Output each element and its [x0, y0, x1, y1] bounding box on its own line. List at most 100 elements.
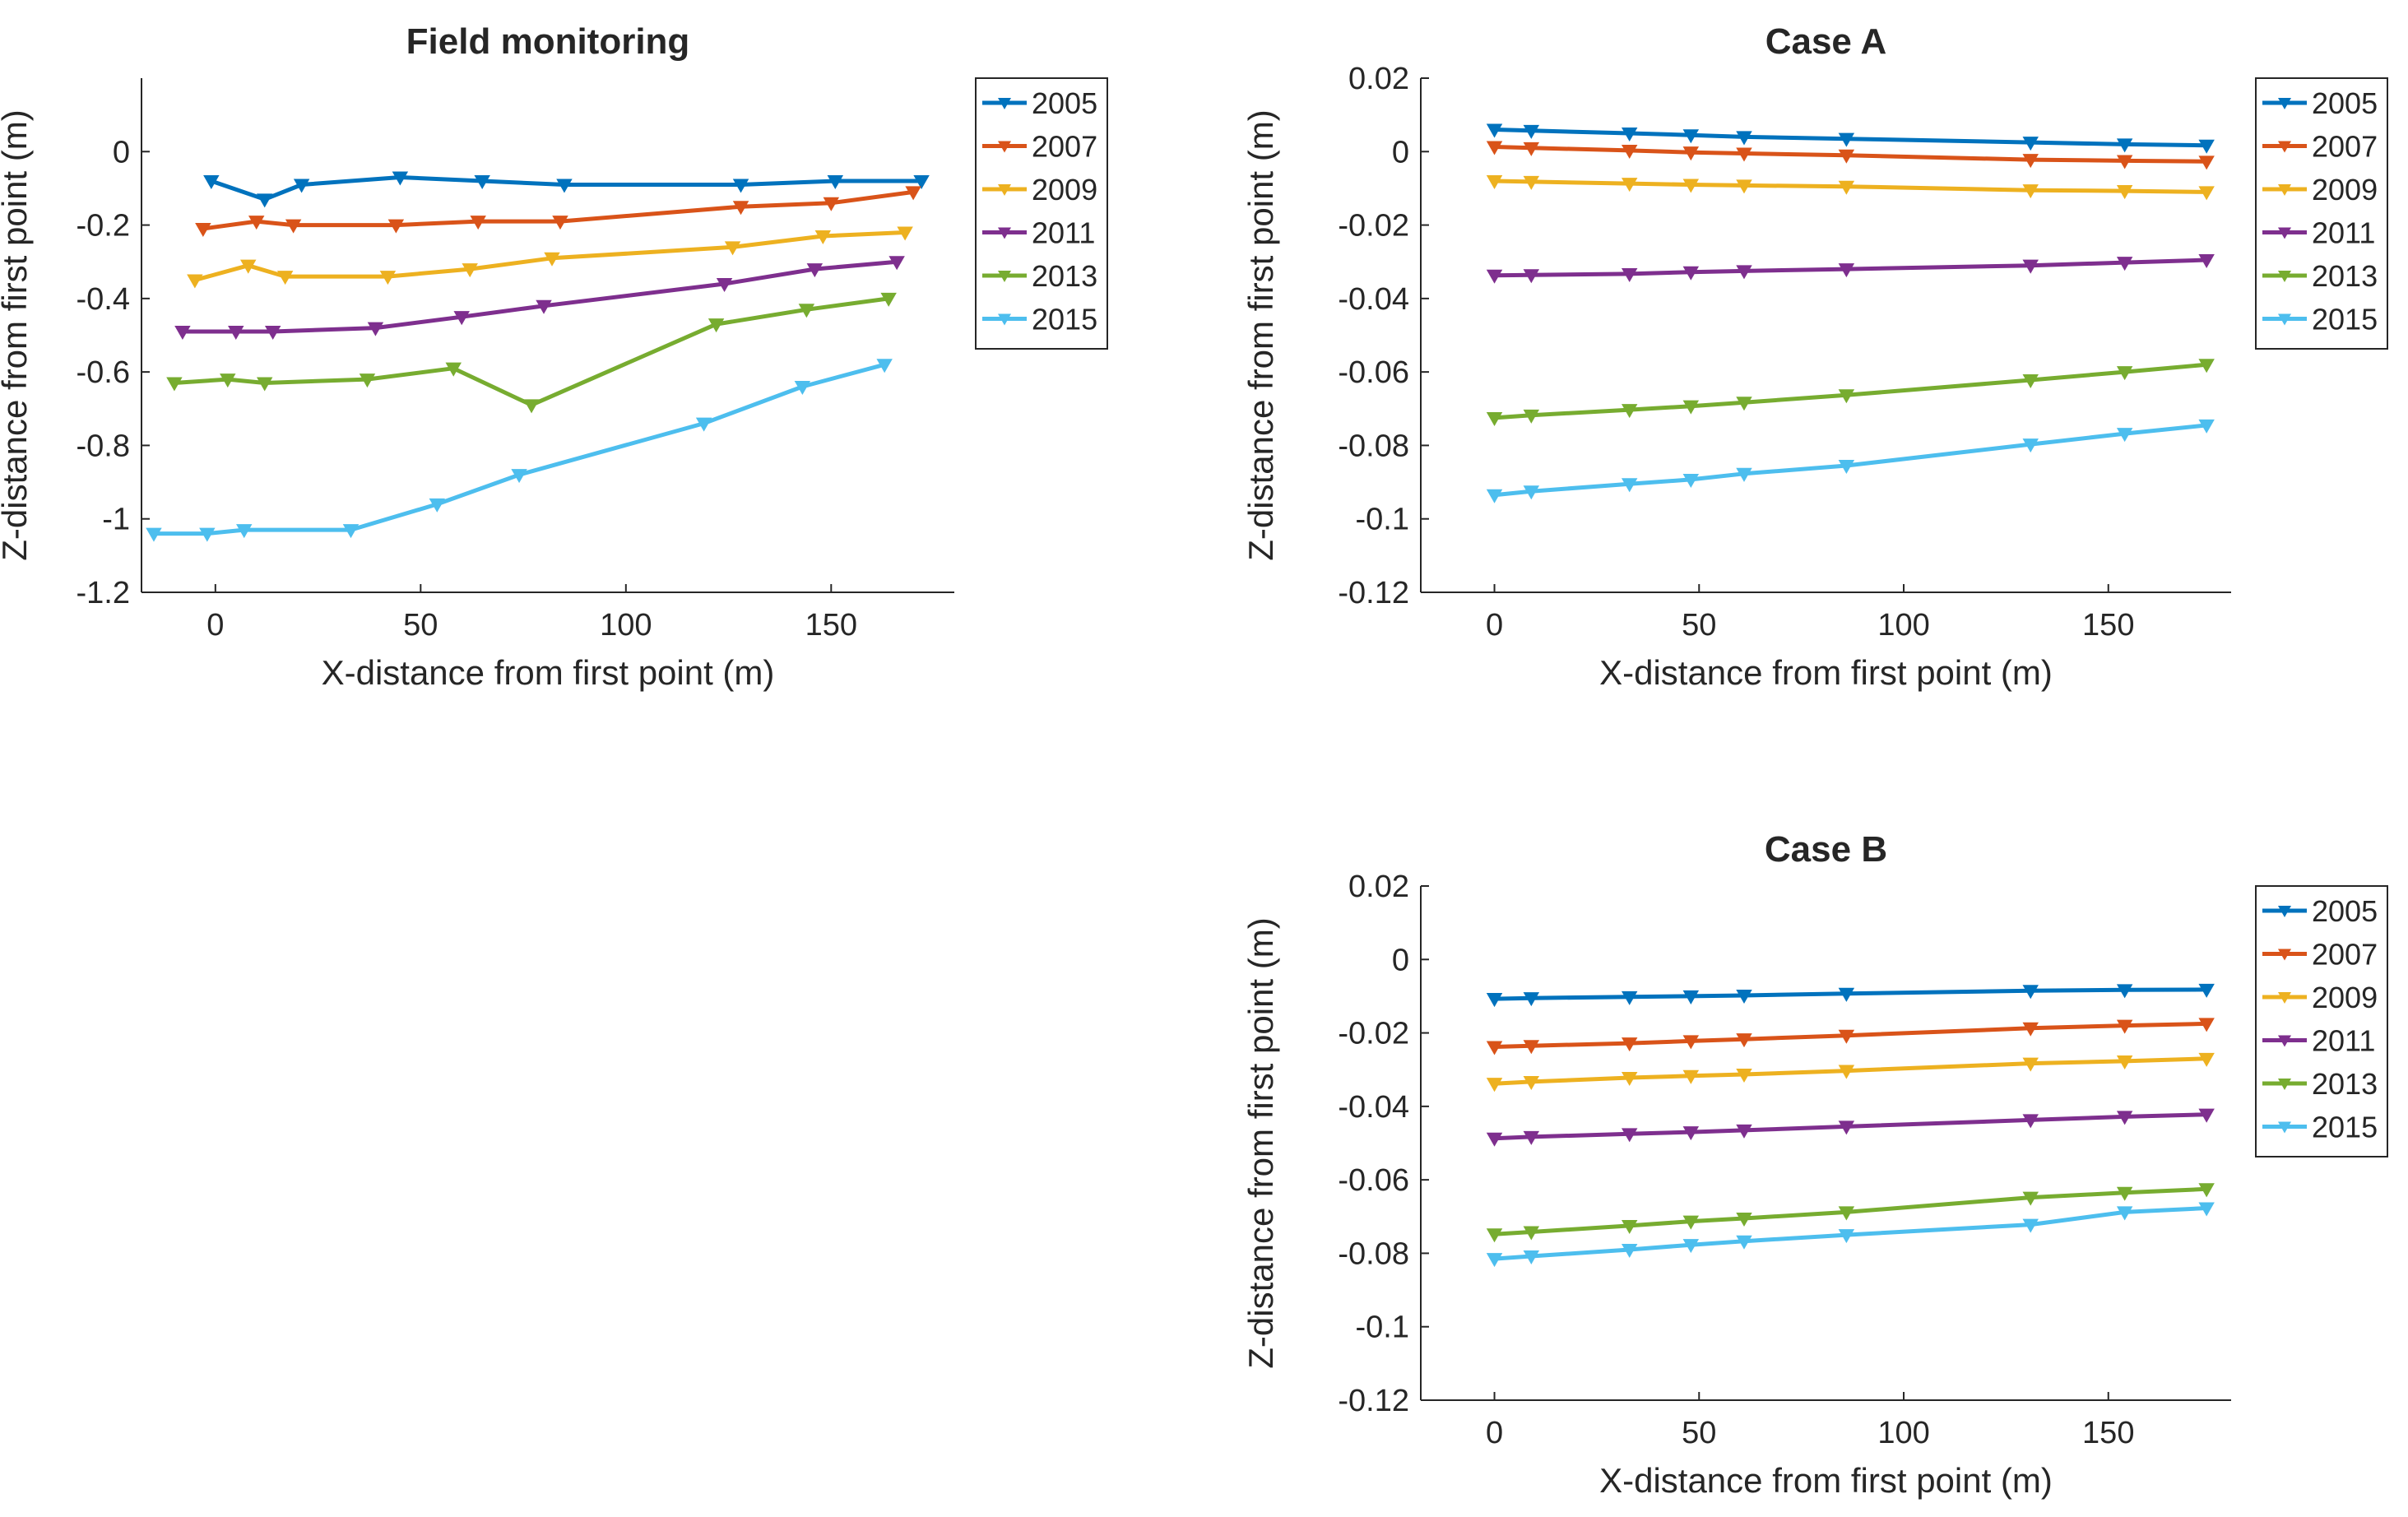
data-point-2005	[256, 193, 273, 208]
data-point-2005	[1621, 990, 1638, 1005]
chart-title: Case A	[1765, 21, 1887, 62]
data-point-2011	[806, 263, 824, 278]
y-axis-label: Z-distance from first point (m)	[0, 109, 34, 560]
chart-title: Case B	[1765, 829, 1887, 870]
x-tick-label: 0	[1486, 1416, 1503, 1450]
legend-label-2011: 2011	[2312, 1024, 2375, 1058]
data-point-2015	[876, 359, 893, 373]
data-point-2007	[1523, 141, 1540, 156]
legend-box	[2255, 77, 2388, 350]
data-point-2005	[1838, 132, 1855, 147]
x-tick-label: 150	[805, 608, 857, 643]
series-2009	[1486, 175, 2215, 201]
data-point-2005	[1486, 123, 1503, 138]
data-point-2005	[1523, 124, 1540, 139]
data-point-2007	[1736, 147, 1752, 162]
data-point-2009	[276, 271, 294, 285]
x-tick-label: 100	[1877, 1416, 1929, 1450]
data-point-2007	[823, 197, 840, 211]
data-point-2013	[1523, 409, 1540, 424]
data-point-2007	[1838, 149, 1855, 164]
legend-label-2007: 2007	[1032, 130, 1097, 164]
legend-label-2015: 2015	[2312, 1111, 2378, 1144]
data-point-2011	[264, 326, 281, 341]
data-point-2007	[1523, 1040, 1540, 1055]
legend-label-2009: 2009	[2312, 981, 2378, 1014]
data-point-2011	[1523, 269, 1540, 284]
data-point-2009	[1621, 178, 1638, 193]
legend-box	[2255, 885, 2388, 1157]
legend-label-2005: 2005	[1032, 86, 1097, 120]
legend-marker-2007	[2278, 141, 2291, 153]
data-point-2015	[695, 417, 712, 432]
data-point-2015	[342, 524, 360, 539]
data-point-2011	[1523, 1130, 1540, 1145]
data-point-2009	[2022, 184, 2039, 199]
y-tick-label: -1.2	[77, 576, 130, 610]
data-point-2007	[2022, 154, 2039, 169]
data-point-2015	[1736, 1235, 1752, 1250]
data-point-2015	[1621, 1243, 1638, 1258]
data-point-2011	[1682, 266, 1700, 281]
series-2005	[203, 171, 930, 208]
legend-label-2011: 2011	[1032, 216, 1095, 250]
data-point-2015	[429, 498, 445, 513]
y-tick-label: -0.1	[1356, 1311, 1409, 1345]
x-tick-label: 150	[2082, 608, 2134, 643]
data-point-2007	[1682, 146, 1700, 161]
y-tick-label: -0.08	[1338, 1236, 1409, 1271]
data-point-2005	[732, 179, 749, 193]
data-point-2013	[2198, 1183, 2215, 1198]
data-point-2009	[1736, 179, 1752, 194]
data-point-2013	[445, 362, 462, 377]
data-point-2009	[1682, 179, 1700, 193]
data-point-2007	[2198, 1018, 2215, 1032]
data-point-2011	[536, 299, 552, 314]
legend-label-2011: 2011	[2312, 216, 2375, 250]
data-point-2005	[293, 179, 310, 193]
data-point-2005	[2198, 139, 2215, 154]
data-point-2009	[462, 263, 478, 278]
data-point-2013	[1621, 1219, 1638, 1234]
data-point-2015	[794, 381, 811, 396]
legend-marker-2011	[2278, 1035, 2291, 1047]
series-line-2015	[154, 362, 885, 536]
legend-label-2013: 2013	[2312, 1067, 2378, 1101]
legend-marker-2013	[998, 271, 1011, 282]
data-point-2005	[2198, 983, 2215, 998]
data-point-2007	[552, 216, 568, 230]
legend: 2005 2007 2009 2011 2013 2015	[2255, 885, 2388, 1157]
data-point-2011	[1736, 265, 1752, 280]
chart-title: Field monitoring	[406, 21, 690, 62]
data-point-2009	[724, 241, 741, 256]
legend-marker-2005	[2278, 906, 2291, 917]
data-point-2005	[1682, 990, 1700, 1004]
data-point-2005	[2116, 138, 2133, 153]
data-point-2013	[1682, 400, 1700, 415]
series-2011	[174, 256, 905, 341]
data-point-2011	[2116, 257, 2133, 271]
chart-case-a: Case A 0 50 100 150 0.02 0 -0.02 -0.04 -0.06 -0.08…	[1241, 21, 2388, 692]
data-point-2007	[470, 216, 486, 230]
data-point-2013	[1682, 1215, 1700, 1230]
x-tick-label: 100	[1877, 608, 1929, 643]
legend-marker-2015	[998, 313, 1011, 326]
data-point-2005	[2022, 137, 2039, 151]
data-point-2011	[2198, 253, 2215, 268]
data-point-2011	[1838, 1120, 1855, 1135]
data-point-2011	[889, 256, 905, 271]
data-point-2013	[1838, 389, 1855, 404]
legend-marker-2013	[2278, 1079, 2291, 1090]
y-tick-label: 0	[1392, 943, 1409, 977]
data-point-2013	[2198, 359, 2215, 373]
y-tick-label: -0.06	[1338, 355, 1409, 390]
series-2005	[1486, 983, 2215, 1008]
data-point-2007	[387, 219, 405, 234]
legend-marker-2005	[998, 98, 1011, 109]
data-point-2009	[2198, 1052, 2215, 1067]
series-2011	[1486, 1108, 2215, 1147]
data-point-2009	[1523, 1075, 1540, 1090]
legend-label-2009: 2009	[1032, 173, 1097, 206]
series-2015	[1486, 1202, 2215, 1268]
series-line-2013	[174, 296, 889, 407]
